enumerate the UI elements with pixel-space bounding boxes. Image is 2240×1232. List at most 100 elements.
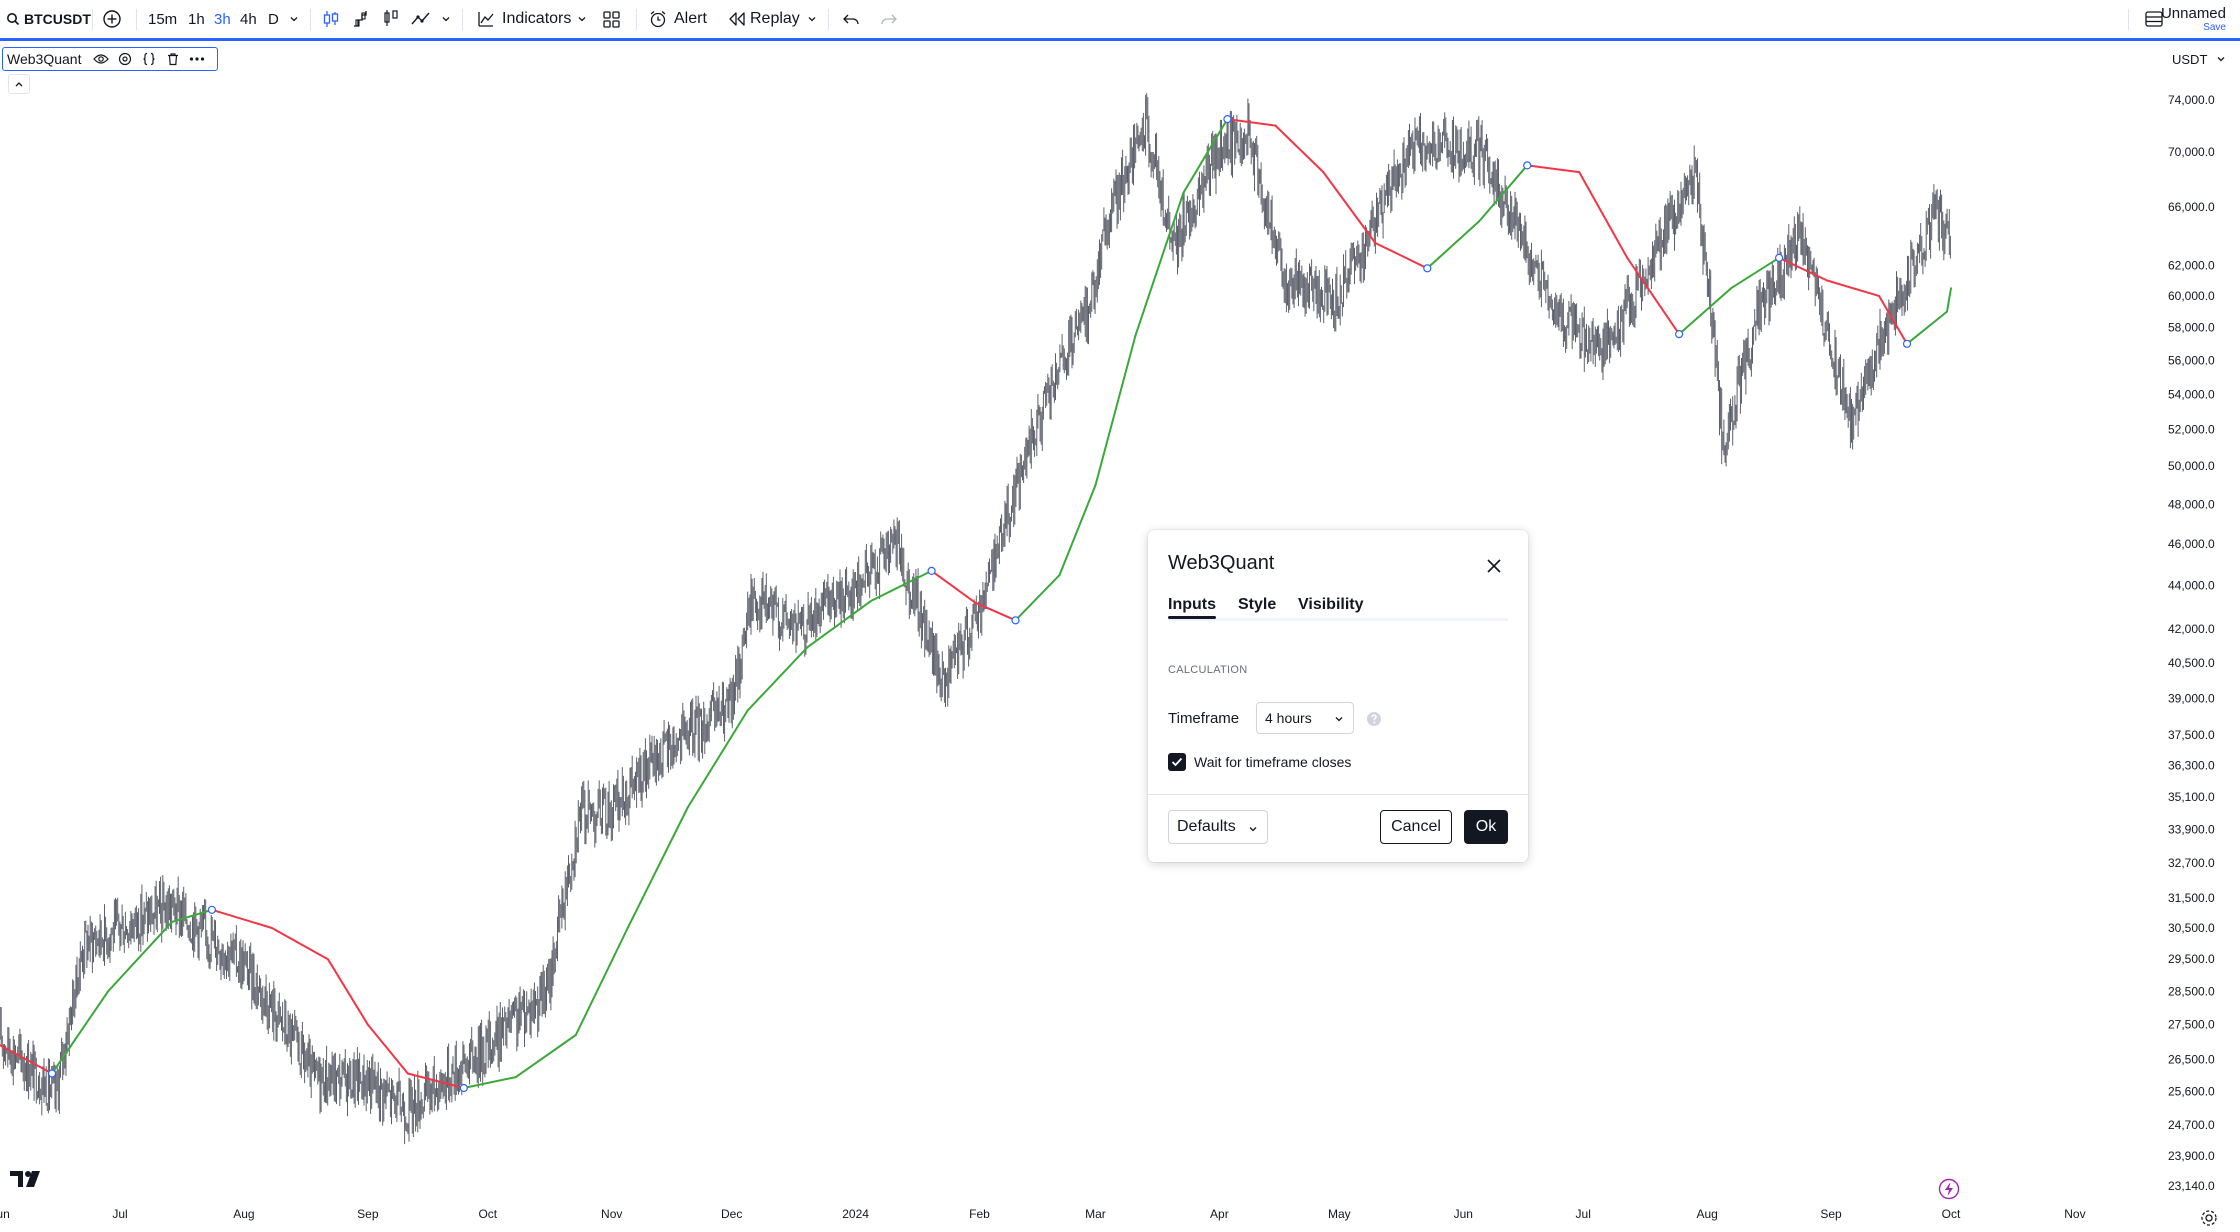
line-chart-icon [411, 12, 430, 25]
search-icon [7, 13, 20, 26]
replay-label: Replay [750, 10, 800, 27]
indicator-segment [1526, 164, 1581, 174]
question-mark-icon [1367, 712, 1381, 726]
indicator-segment [974, 601, 1017, 622]
price-tick-label: 44,000.0 [2168, 579, 2215, 593]
more-button[interactable] [185, 48, 209, 70]
indicator-segment [1058, 484, 1097, 577]
indicators-button[interactable]: Indicators [476, 0, 571, 38]
close-button[interactable] [1480, 552, 1508, 580]
time-axis[interactable]: Jun Jul Aug Sep Oct Nov Dec 2024 Feb Mar Apr May Jun… [0, 1207, 2086, 1221]
price-tick-label: 60,000.0 [2168, 289, 2215, 303]
layout-menu-button[interactable] [2144, 0, 2164, 38]
timeframe-select[interactable]: 4 hours [1256, 702, 1354, 734]
timeframe-dropdown[interactable] [288, 0, 300, 38]
price-tick-label: 27,500.0 [2168, 1018, 2215, 1032]
price-tick-label: 48,000.0 [2168, 497, 2215, 511]
indicators-dropdown[interactable] [576, 0, 588, 38]
indicator-segment [1134, 191, 1185, 337]
indicator-segment [210, 908, 273, 929]
help-button[interactable] [1366, 711, 1382, 732]
price-tick-label: 56,000.0 [2168, 353, 2215, 367]
lightning-icon [1938, 1178, 1960, 1200]
alert-label: Alert [674, 10, 707, 27]
indicator-line [0, 114, 1952, 1093]
top-toolbar: BTCUSDT 15m 1h 3h 4h D Indicators Alert [0, 0, 2240, 41]
price-tick-label: 31,500.0 [2168, 891, 2215, 905]
wait-timeframe-checkbox[interactable] [1168, 753, 1186, 771]
indicator-segment [326, 958, 369, 1026]
replay-button[interactable]: Replay [728, 0, 800, 38]
wait-timeframe-label[interactable]: Wait for timeframe closes [1194, 754, 1352, 770]
source-code-button[interactable] [137, 48, 161, 70]
redo-button[interactable] [880, 0, 898, 38]
rewind-icon [729, 12, 745, 26]
remove-button[interactable] [161, 48, 185, 70]
indicator-segment [51, 990, 109, 1075]
timeframe-d[interactable]: D [268, 10, 279, 28]
hollow-candles-icon [384, 10, 398, 26]
currency-selector[interactable]: USDT [2172, 48, 2240, 70]
indicator-segment [1626, 256, 1681, 336]
price-tick-label: 50,000.0 [2168, 459, 2215, 473]
tab-inputs[interactable]: Inputs [1168, 596, 1216, 619]
time-tick-label: Aug [233, 1207, 254, 1221]
ok-button[interactable]: Ok [1464, 810, 1508, 844]
indicator-segment [1274, 124, 1325, 174]
alert-button[interactable]: Alert [648, 0, 707, 38]
flash-notification-button[interactable] [1938, 1178, 1960, 1205]
price-tick-label: 30,500.0 [2168, 921, 2215, 935]
timeframe-15m[interactable]: 15m [148, 10, 178, 28]
turning-point-marker [47, 1069, 57, 1078]
indicator-segment [1374, 242, 1429, 270]
save-layout-button[interactable]: Unnamed Save [2161, 6, 2226, 33]
price-tick-label: 33,900.0 [2168, 822, 2215, 836]
price-axis[interactable]: 74,000.0 70,000.0 66,000.0 62,000.0 60,000.0… [2168, 93, 2215, 1193]
replay-dropdown[interactable] [806, 0, 818, 38]
chevron-up-icon [15, 82, 23, 87]
layout-grid-icon [603, 11, 620, 28]
chart-settings-button[interactable] [2200, 1209, 2218, 1232]
price-chart[interactable]: 74,000.0 70,000.0 66,000.0 62,000.0 60,000.0… [0, 41, 2240, 1231]
symbol-search[interactable]: BTCUSDT [6, 0, 91, 38]
indicator-segment [1826, 279, 1880, 297]
time-tick-label: Sep [357, 1207, 379, 1221]
timeframe-1h[interactable]: 1h [188, 10, 205, 28]
time-tick-label: Nov [2064, 1207, 2085, 1221]
compare-symbol-button[interactable] [102, 0, 122, 38]
tab-style[interactable]: Style [1238, 596, 1277, 613]
save-label: Save [2203, 22, 2226, 33]
line-chart-button[interactable] [410, 0, 432, 38]
cancel-button[interactable]: Cancel [1380, 810, 1452, 844]
divider [636, 9, 637, 30]
turning-point-marker [1523, 161, 1532, 170]
layout-name: Unnamed [2160, 5, 2226, 22]
timeframe-4h[interactable]: 4h [240, 10, 257, 28]
defaults-dropdown[interactable]: Defaults [1168, 810, 1268, 844]
time-tick-label: Jul [112, 1207, 127, 1221]
visibility-toggle-button[interactable] [89, 48, 113, 70]
layouts-button[interactable] [602, 0, 622, 38]
tradingview-logo[interactable] [10, 1170, 44, 1193]
symbol-label: BTCUSDT [24, 11, 91, 27]
tab-visibility[interactable]: Visibility [1298, 596, 1364, 613]
hollow-candles-button[interactable] [382, 0, 400, 38]
collapse-legend-button[interactable] [8, 74, 30, 94]
price-tick-label: 54,000.0 [2168, 387, 2215, 401]
indicator-segment [1878, 294, 1908, 345]
dialog-title: Web3Quant [1168, 552, 1275, 574]
gear-icon [119, 52, 132, 66]
chart-type-dropdown[interactable] [440, 0, 452, 38]
settings-button[interactable] [113, 48, 137, 70]
indicator-legend[interactable]: Web3Quant [2, 47, 218, 71]
candles-button[interactable] [322, 0, 340, 38]
price-tick-label: 25,600.0 [2168, 1085, 2215, 1099]
indicator-segment [1094, 334, 1137, 487]
time-tick-label: Aug [1696, 1207, 1717, 1221]
undo-button[interactable] [842, 0, 860, 38]
turning-point-marker [1674, 330, 1684, 339]
turning-point-marker [1223, 114, 1232, 124]
timeframe-3h[interactable]: 3h [214, 10, 231, 28]
bars-button[interactable] [352, 0, 370, 38]
turning-point-marker [207, 905, 216, 914]
